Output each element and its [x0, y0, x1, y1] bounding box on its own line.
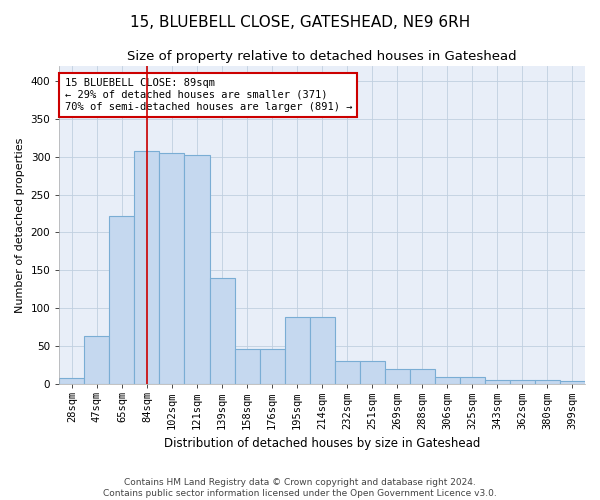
Bar [284, 318, 310, 384]
Bar [184, 155, 209, 384]
Bar [134, 152, 160, 384]
Bar [59, 378, 85, 384]
Bar [85, 336, 109, 384]
Y-axis label: Number of detached properties: Number of detached properties [15, 137, 25, 312]
Text: Contains HM Land Registry data © Crown copyright and database right 2024.
Contai: Contains HM Land Registry data © Crown c… [103, 478, 497, 498]
Bar [360, 362, 385, 384]
Bar [535, 380, 560, 384]
Bar [160, 153, 184, 384]
Bar [485, 380, 510, 384]
Bar [235, 350, 260, 384]
Text: 15, BLUEBELL CLOSE, GATESHEAD, NE9 6RH: 15, BLUEBELL CLOSE, GATESHEAD, NE9 6RH [130, 15, 470, 30]
Bar [510, 380, 535, 384]
Bar [335, 362, 360, 384]
Bar [310, 318, 335, 384]
Bar [410, 369, 435, 384]
Bar [385, 369, 410, 384]
Bar [109, 216, 134, 384]
X-axis label: Distribution of detached houses by size in Gateshead: Distribution of detached houses by size … [164, 437, 481, 450]
Title: Size of property relative to detached houses in Gateshead: Size of property relative to detached ho… [127, 50, 517, 63]
Text: 15 BLUEBELL CLOSE: 89sqm
← 29% of detached houses are smaller (371)
70% of semi-: 15 BLUEBELL CLOSE: 89sqm ← 29% of detach… [65, 78, 352, 112]
Bar [260, 350, 284, 384]
Bar [209, 278, 235, 384]
Bar [460, 376, 485, 384]
Bar [560, 381, 585, 384]
Bar [435, 376, 460, 384]
